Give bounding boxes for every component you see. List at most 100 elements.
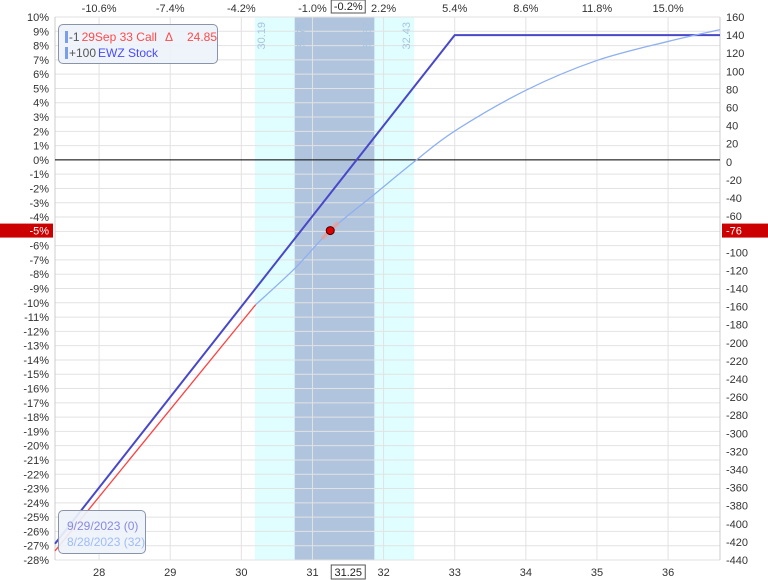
left-axis-tick: -20%	[23, 441, 49, 453]
position-name: EWZ Stock	[98, 46, 159, 60]
current-price-label: 31.25	[334, 567, 362, 579]
right-axis-tick: -360	[726, 483, 748, 495]
right-axis-tick: -20	[726, 175, 742, 187]
right-axis-tick: -40	[726, 193, 742, 205]
current-value-marker	[722, 223, 768, 238]
top-axis-tick: 8.6%	[513, 3, 538, 15]
x-axis-tick: 30	[235, 567, 247, 579]
left-axis-tick: -14%	[23, 355, 49, 367]
left-axis-tick: -6%	[29, 241, 49, 253]
x-axis-tick: 31	[306, 567, 318, 579]
band-label: 30.19	[256, 22, 268, 50]
series-line-2	[54, 304, 257, 552]
right-axis-tick: -400	[726, 519, 748, 531]
left-axis-tick: -27%	[23, 541, 49, 553]
right-axis-tick: -220	[726, 356, 748, 368]
left-axis-tick: -18%	[23, 412, 49, 424]
current-change-label: -0.2%	[334, 1, 363, 13]
left-axis-tick: 4%	[33, 98, 49, 110]
left-axis-tick: -16%	[23, 384, 49, 396]
position-qty: -1	[68, 30, 80, 44]
top-axis-tick: -7.4%	[156, 3, 185, 15]
position-bar-icon	[65, 31, 68, 43]
left-axis-tick: -21%	[23, 455, 49, 467]
left-axis-tick: 10%	[27, 12, 49, 24]
left-axis-tick: 8%	[33, 41, 49, 53]
band-label: 32.43	[401, 22, 413, 50]
left-axis-tick: -1%	[29, 169, 49, 181]
left-axis-tick: 7%	[33, 55, 49, 67]
series-line-1	[255, 29, 721, 306]
current-pct-label: -5%	[29, 226, 49, 238]
left-axis-tick: -12%	[23, 326, 49, 338]
left-axis-tick: -11%	[24, 312, 49, 324]
band-label: 30.75	[296, 22, 308, 50]
delta-icon: Δ	[164, 30, 173, 44]
series-line-0	[54, 34, 720, 545]
top-axis-tick: 2.2%	[371, 3, 396, 15]
left-axis-tick: -4%	[29, 212, 49, 224]
left-axis-tick: 0%	[33, 155, 49, 167]
left-axis-tick: 3%	[33, 112, 49, 124]
left-axis-tick: -19%	[23, 426, 49, 438]
left-axis-tick: -7%	[29, 255, 49, 267]
positions-legend: -1 29Sep 33 Call Δ 24.85 +100 EWZ Stock	[58, 24, 218, 64]
left-axis-tick: -23%	[23, 484, 49, 496]
right-axis-tick: 80	[726, 84, 738, 96]
right-axis-tick: -200	[726, 338, 748, 350]
left-axis-tick: -25%	[23, 512, 49, 524]
date-label: 9/29/2023 (0)	[67, 519, 139, 533]
right-axis-tick: -120	[726, 265, 748, 277]
position-qty: +100	[69, 46, 97, 60]
right-axis-tick: 20	[726, 139, 738, 151]
top-axis-tick: 5.4%	[442, 3, 467, 15]
right-axis-tick: -160	[726, 302, 748, 314]
x-axis-tick: 32	[377, 567, 389, 579]
x-axis-tick: 35	[591, 567, 603, 579]
position-delta: 24.85	[186, 30, 217, 44]
right-axis-tick: -440	[726, 555, 748, 567]
left-axis-tick: 6%	[33, 69, 49, 81]
right-axis-tick: -140	[726, 284, 748, 296]
current-pct-marker	[0, 223, 53, 238]
top-axis-tick: -4.2%	[227, 3, 256, 15]
right-axis-tick: -280	[726, 410, 748, 422]
left-axis-tick: -8%	[29, 269, 49, 281]
left-axis-tick: 9%	[33, 26, 49, 38]
date-row-expiry[interactable]: 9/29/2023 (0)	[67, 518, 145, 534]
right-axis-tick: 160	[726, 12, 744, 24]
band-label: 31.87	[361, 22, 373, 50]
position-row-stock[interactable]: +100 EWZ Stock	[65, 45, 217, 61]
left-axis-tick: 2%	[33, 126, 49, 138]
left-axis-tick: -3%	[29, 198, 49, 210]
position-bar-icon	[65, 47, 68, 59]
x-axis-tick: 36	[662, 567, 674, 579]
left-axis-tick: -10%	[23, 298, 49, 310]
date-row-today[interactable]: 8/28/2023 (32)	[67, 534, 145, 550]
right-axis-tick: 140	[726, 30, 744, 42]
left-axis-tick: -15%	[23, 369, 49, 381]
left-axis-tick: 1%	[33, 141, 49, 153]
right-axis-tick: 100	[726, 66, 744, 78]
position-row-call[interactable]: -1 29Sep 33 Call Δ 24.85	[65, 29, 217, 45]
x-axis-tick: 34	[520, 567, 532, 579]
left-axis-tick: -13%	[23, 341, 49, 353]
x-axis-tick: 29	[164, 567, 176, 579]
top-axis-tick: 15.0%	[652, 3, 683, 15]
left-axis-tick: -28%	[23, 555, 49, 567]
left-axis-tick: -24%	[23, 498, 49, 510]
left-axis-tick: -26%	[23, 526, 49, 538]
x-axis-tick: 28	[93, 567, 105, 579]
dates-legend: 9/29/2023 (0) 8/28/2023 (32)	[58, 510, 146, 554]
right-axis-tick: -420	[726, 537, 748, 549]
right-axis-tick: -320	[726, 446, 748, 458]
left-axis-tick: 5%	[33, 83, 49, 95]
right-axis-tick: -380	[726, 501, 748, 513]
current-value-label: -76	[726, 226, 742, 238]
right-axis-tick: 0	[726, 157, 732, 169]
date-label: 8/28/2023 (32)	[67, 535, 146, 549]
top-axis-tick: -1.0%	[298, 3, 327, 15]
top-axis-tick: 11.8%	[582, 3, 613, 15]
right-axis-tick: -180	[726, 320, 748, 332]
right-axis-tick: 40	[726, 121, 738, 133]
